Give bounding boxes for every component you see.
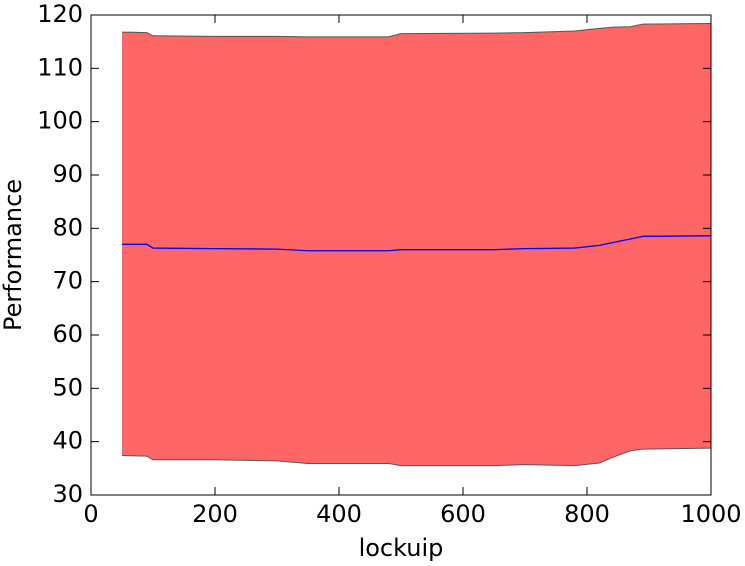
x-axis-label: lockuip: [359, 534, 444, 562]
line: [122, 235, 712, 252]
y-tick-label: 40: [52, 427, 83, 455]
y-tick-label: 50: [52, 373, 83, 401]
x-tick-label: 1000: [680, 500, 741, 528]
band-edge: [121, 447, 712, 467]
band-area: [122, 23, 711, 466]
band-edge: [121, 23, 712, 38]
y-tick-label: 60: [52, 320, 83, 348]
y-tick-label: 120: [37, 0, 83, 28]
x-tick-label: 200: [192, 500, 238, 528]
y-tick-label: 90: [52, 160, 83, 188]
y-tick-label: 80: [52, 213, 83, 241]
y-tick-label: 70: [52, 267, 83, 295]
plot-frame: [90, 14, 712, 496]
x-tick-label: 400: [316, 500, 362, 528]
y-tick-label: 100: [37, 107, 83, 135]
y-axis-label: Performance: [0, 179, 27, 331]
y-tick-label: 30: [52, 480, 83, 508]
x-tick-label: 0: [83, 500, 98, 528]
x-tick-label: 800: [564, 500, 610, 528]
y-tick-label: 110: [37, 53, 83, 81]
x-tick-label: 600: [440, 500, 486, 528]
